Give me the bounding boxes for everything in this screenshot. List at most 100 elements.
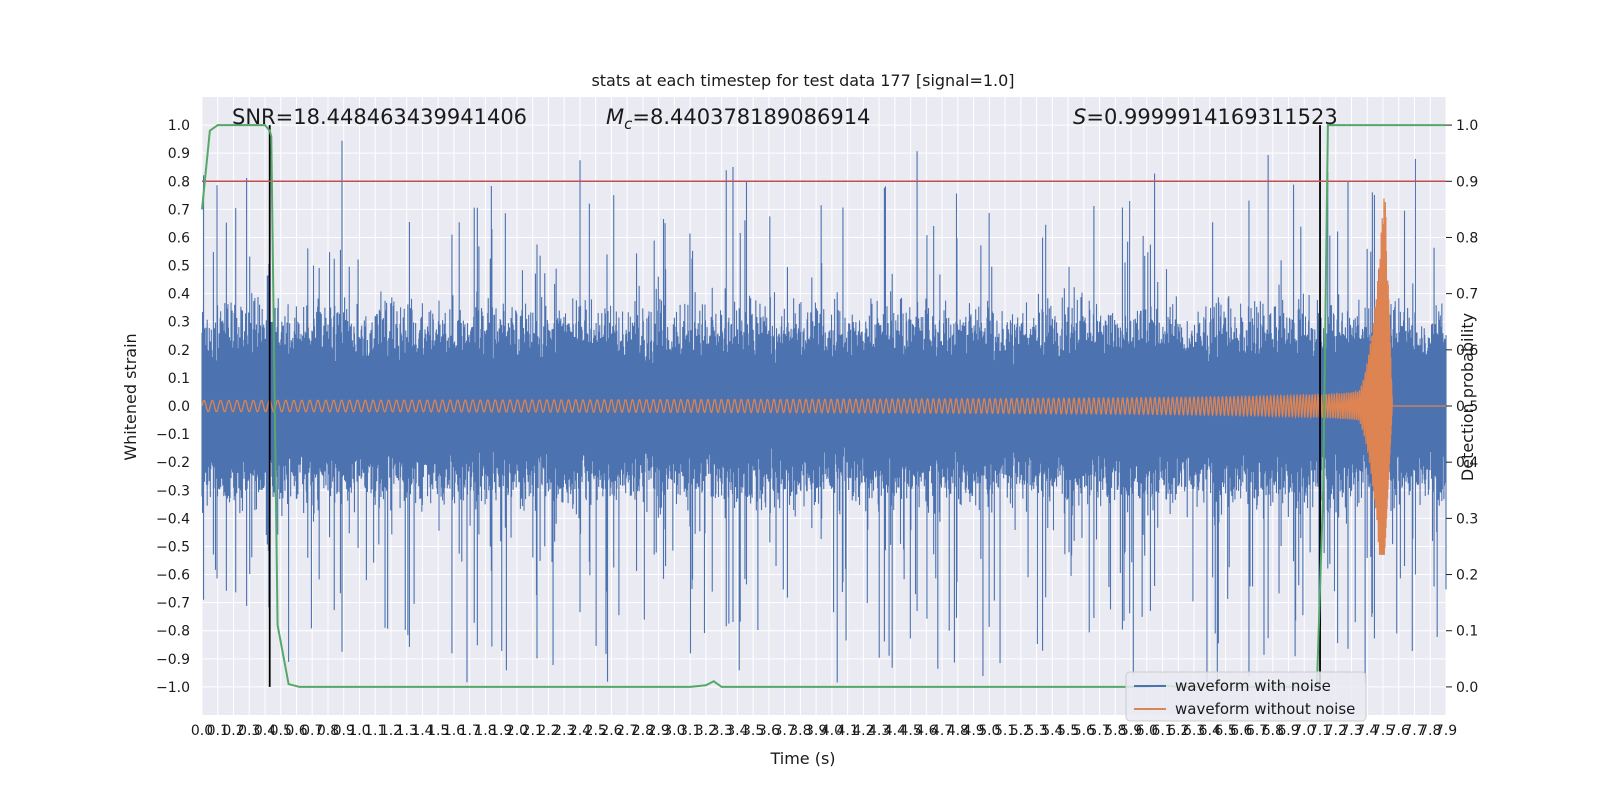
x-tick-label: 6.7 — [1246, 723, 1268, 739]
x-tick-label: 5.2 — [1010, 723, 1032, 739]
left-y-axis: 1.0 0.9 0.8 0.7 0.6 0.5 0.4 0.3 0.2 0.1 0.0 −0.1 −0.… — [156, 118, 190, 696]
x-tick-label: 5.7 — [1088, 723, 1110, 739]
left-y-tick-label: −0.3 — [156, 483, 190, 499]
left-y-tick-label: −0.6 — [156, 568, 190, 584]
legend-label-noise: waveform with noise — [1175, 677, 1331, 695]
x-tick-label: 3.1 — [679, 723, 701, 739]
x-tick-label: 2.2 — [537, 723, 559, 739]
x-tick-label: 4.5 — [899, 723, 921, 739]
x-tick-label: 4.2 — [852, 723, 874, 739]
x-tick-label: 3.8 — [789, 723, 811, 739]
right-y-axis-label: Detection probability — [1458, 313, 1477, 481]
x-tick-label: 7.0 — [1293, 723, 1315, 739]
x-tick-label: 3.0 — [663, 723, 685, 739]
right-y-tick-label: 0.6 — [1456, 343, 1478, 359]
x-axis-label: Time (s) — [769, 749, 835, 768]
x-tick-label: 2.7 — [616, 723, 638, 739]
x-tick-label: 3.5 — [742, 723, 764, 739]
x-tick-label: 2.0 — [506, 723, 528, 739]
left-y-tick-label: 0.8 — [168, 174, 190, 190]
right-y-tick-label: 0.3 — [1456, 511, 1478, 527]
legend: waveform with noise waveform without noi… — [1125, 671, 1367, 722]
detection-statistic-annotation: S=0.9999914169311523 — [1073, 105, 1338, 129]
x-tick-label: 6.3 — [1183, 723, 1205, 739]
x-tick-label: 4.1 — [836, 723, 858, 739]
x-tick-label: 7.7 — [1403, 723, 1425, 739]
x-tick-label: 1.5 — [427, 723, 449, 739]
x-tick-label: 3.4 — [726, 723, 748, 739]
x-tick-label: 3.6 — [758, 723, 780, 739]
right-y-tick-label: 0.0 — [1456, 680, 1478, 696]
x-tick-label: 4.3 — [868, 723, 890, 739]
x-tick-label: 4.8 — [947, 723, 969, 739]
x-tick-label: 0.7 — [301, 723, 323, 739]
x-tick-label: 6.4 — [1199, 723, 1221, 739]
x-tick-label: 2.9 — [648, 723, 670, 739]
x-tick-label: 2.8 — [632, 723, 654, 739]
x-tick-label: 6.6 — [1230, 723, 1252, 739]
waveform-without-noise-series — [201, 198, 1446, 555]
x-tick-label: 1.0 — [348, 723, 370, 739]
x-tick-label: 0.5 — [270, 723, 292, 739]
left-y-tick-label: 0.3 — [168, 315, 190, 331]
x-tick-label: 3.3 — [711, 723, 733, 739]
x-tick-label: 6.5 — [1214, 723, 1236, 739]
left-y-tick-label: −0.8 — [156, 624, 190, 640]
x-tick-label: 5.6 — [1073, 723, 1095, 739]
x-tick-label: 0.2 — [222, 723, 244, 739]
x-tick-label: 4.4 — [884, 723, 906, 739]
x-tick-label: 5.4 — [1041, 723, 1063, 739]
x-tick-label: 1.3 — [396, 723, 418, 739]
right-y-tick-label: 0.2 — [1456, 568, 1478, 584]
left-y-tick-label: 0.1 — [168, 371, 190, 387]
x-tick-label: 0.1 — [207, 723, 229, 739]
left-y-tick-label: 0.5 — [168, 259, 190, 275]
x-tick-label: 1.6 — [443, 723, 465, 739]
x-tick-label: 7.2 — [1325, 723, 1347, 739]
x-tick-label: 7.6 — [1388, 723, 1410, 739]
x-tick-label: 1.4 — [411, 723, 433, 739]
x-tick-label: 2.5 — [585, 723, 607, 739]
x-tick-label: 3.7 — [774, 723, 796, 739]
left-y-tick-label: −0.2 — [156, 455, 190, 471]
x-tick-label: 2.3 — [553, 723, 575, 739]
x-tick-label: 7.3 — [1340, 723, 1362, 739]
x-tick-label: 4.0 — [821, 723, 843, 739]
x-tick-label: 2.1 — [522, 723, 544, 739]
left-y-tick-label: −0.9 — [156, 652, 190, 668]
x-tick-label: 1.2 — [380, 723, 402, 739]
x-tick-label: 5.8 — [1104, 723, 1126, 739]
left-y-tick-label: −0.4 — [156, 511, 190, 527]
left-y-axis-label: Whitened strain — [121, 333, 140, 460]
x-tick-label: 5.5 — [1057, 723, 1079, 739]
left-y-tick-label: 0.9 — [168, 146, 190, 162]
chirp-mass-annotation: Mc=8.440378189086914 — [606, 105, 870, 133]
x-tick-label: 6.1 — [1151, 723, 1173, 739]
snr-annotation: SNR=18.448463439941406 — [232, 105, 527, 129]
right-y-tick-label: 0.4 — [1456, 455, 1478, 471]
right-y-tick-label: 0.9 — [1456, 174, 1478, 190]
x-tick-label: 1.8 — [474, 723, 496, 739]
right-y-tick-label: 0.1 — [1456, 624, 1478, 640]
x-tick-label: 0.0 — [191, 723, 213, 739]
chart-title: stats at each timestep for test data 177… — [591, 71, 1014, 90]
right-y-axis: 1.0 0.9 0.8 0.7 0.6 0.5 0.4 0.3 0.2 0.1 0.0 — [1446, 118, 1478, 696]
x-tick-label: 2.4 — [569, 723, 591, 739]
left-y-tick-label: 0.2 — [168, 343, 190, 359]
x-tick-label: 5.1 — [994, 723, 1016, 739]
x-tick-label: 0.6 — [285, 723, 307, 739]
right-y-tick-label: 0.8 — [1456, 230, 1478, 246]
x-tick-label: 1.1 — [364, 723, 386, 739]
x-tick-label: 0.3 — [238, 723, 260, 739]
x-tick-label: 6.9 — [1277, 723, 1299, 739]
right-y-tick-label: 0.5 — [1456, 399, 1478, 415]
left-y-tick-label: 0.0 — [168, 399, 190, 415]
x-tick-label: 1.7 — [459, 723, 481, 739]
left-y-tick-label: 0.4 — [168, 287, 190, 303]
x-tick-label: 6.8 — [1262, 723, 1284, 739]
right-y-tick-label: 1.0 — [1456, 118, 1478, 134]
x-tick-label: 6.0 — [1136, 723, 1158, 739]
x-tick-label: 3.9 — [805, 723, 827, 739]
right-y-tick-label: 0.7 — [1456, 287, 1478, 303]
